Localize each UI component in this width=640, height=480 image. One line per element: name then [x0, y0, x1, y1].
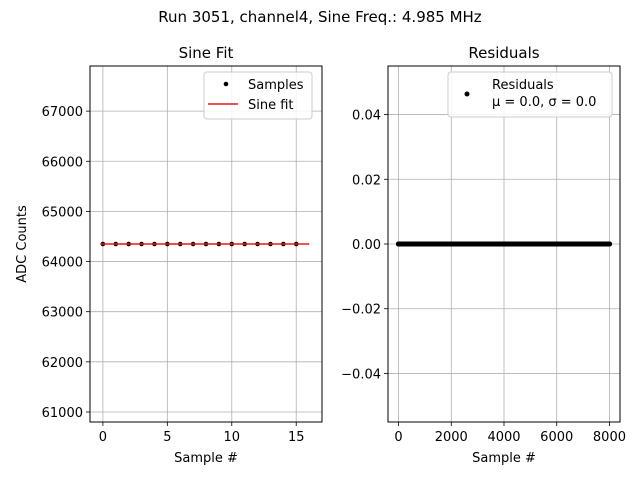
legend-label-fit: Sine fit [248, 98, 294, 113]
sine-fit-panel: 0 5 10 15 61000 62000 63000 64000 65000 66000 6700… [15, 44, 323, 466]
x-tick-label: 15 [288, 430, 305, 445]
y-tick-label: 61000 [42, 406, 83, 421]
y-tick-label: 65000 [42, 205, 83, 220]
axes-title: Sine Fit [179, 44, 234, 62]
legend: Samples Sine fit [203, 71, 313, 120]
residuals-panel: 0 2000 4000 6000 8000−0.04−0.020.000.020.04R… [341, 44, 626, 466]
x-tick-label: 5 [163, 430, 171, 445]
y-tick-label: 66000 [42, 155, 83, 170]
axes-frame [89, 65, 323, 423]
figure-title: Run 3051, channel4, Sine Freq.: 4.985 MH… [158, 8, 482, 26]
x-tick-label: 0 [99, 430, 107, 445]
x-axis-label: Sample # [174, 451, 238, 466]
y-tick-label: 67000 [42, 105, 83, 120]
y-tick-label: 62000 [42, 356, 83, 371]
legend-box [203, 71, 313, 120]
y-tick-label: 63000 [42, 306, 83, 321]
y-axis-label: ADC Counts [15, 205, 30, 283]
x-tick-label: 10 [224, 430, 241, 445]
y-tick-label: 64000 [42, 256, 83, 271]
legend-marker-samples [223, 81, 229, 87]
legend-label-samples: Samples [248, 78, 304, 93]
